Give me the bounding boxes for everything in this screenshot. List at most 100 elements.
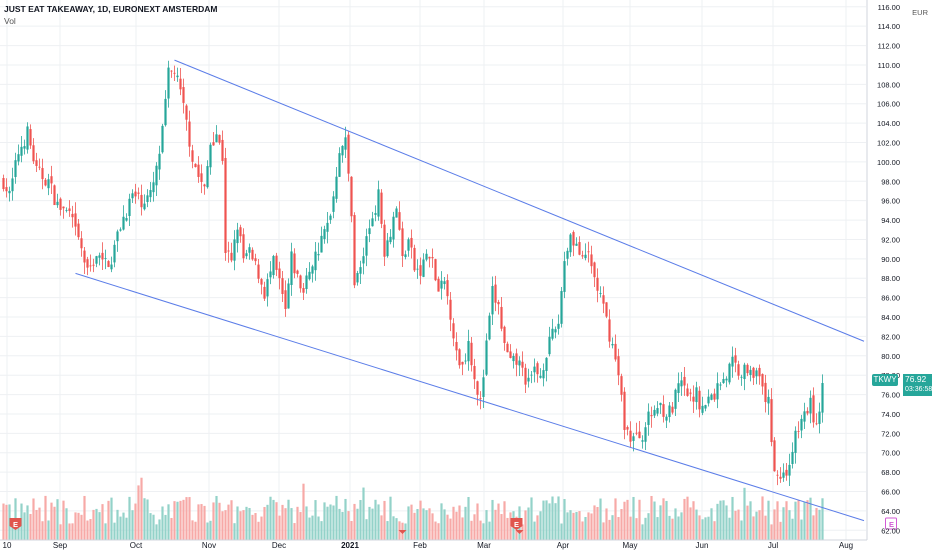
candle-body xyxy=(791,451,794,465)
candle-body xyxy=(677,383,680,394)
volume-bar xyxy=(455,511,458,540)
volume-bar xyxy=(590,513,593,540)
volume-bar xyxy=(173,501,176,540)
candle-body xyxy=(518,360,521,366)
candle-body xyxy=(554,329,557,333)
candle-body xyxy=(311,266,314,274)
candle-body xyxy=(98,255,101,258)
volume-bar xyxy=(689,507,692,540)
candle-body xyxy=(305,275,308,289)
volume-bar xyxy=(104,523,107,540)
volume-bar xyxy=(623,501,626,540)
candle-body xyxy=(203,184,206,187)
candle-body xyxy=(233,239,236,261)
volume-bar xyxy=(458,505,461,540)
volume-bar xyxy=(470,520,473,540)
dividend-marker-icon[interactable] xyxy=(515,530,524,534)
volume-bar xyxy=(260,516,263,540)
volume-bar xyxy=(149,513,152,540)
volume-bar xyxy=(380,515,383,540)
candle-body xyxy=(56,201,59,206)
candle-body xyxy=(368,228,371,235)
volume-bar xyxy=(200,504,203,540)
volume-bar xyxy=(284,508,287,540)
candle-body xyxy=(92,264,95,266)
candle-body xyxy=(65,210,68,211)
earnings-event-marker[interactable]: E xyxy=(9,518,22,530)
candle-body xyxy=(212,142,215,146)
volume-bar xyxy=(797,500,800,540)
candle-body xyxy=(173,72,176,74)
candle-body xyxy=(68,208,71,212)
price-tick-label: 62.00 xyxy=(881,526,900,535)
volume-bar xyxy=(164,514,167,540)
candle-body xyxy=(629,430,632,442)
volume-bar xyxy=(2,503,5,540)
candle-body xyxy=(590,254,593,267)
volume-bar xyxy=(320,521,323,540)
candle-body xyxy=(815,423,818,425)
candle-body xyxy=(803,411,806,422)
lower-channel-trendline[interactable] xyxy=(75,272,865,522)
grid-lines xyxy=(0,0,866,540)
candle-body xyxy=(710,394,713,400)
candle-body xyxy=(278,268,281,279)
candle-body xyxy=(797,430,800,432)
volume-bar xyxy=(353,503,356,540)
volume-bar xyxy=(632,496,635,540)
candle-body xyxy=(776,474,779,476)
candle-body xyxy=(83,250,86,263)
candle-body xyxy=(386,240,389,257)
candle-body xyxy=(443,281,446,285)
candle-body xyxy=(455,341,458,351)
volume-bar xyxy=(290,508,293,540)
candle-body xyxy=(575,243,578,246)
candle-body xyxy=(464,360,467,362)
volume-bar xyxy=(491,499,494,540)
volume-bar xyxy=(314,500,317,540)
volume-bar xyxy=(56,499,59,540)
candle-body xyxy=(611,344,614,346)
candle-body xyxy=(671,406,674,413)
candle-body xyxy=(563,261,566,292)
upper-channel-trendline[interactable] xyxy=(174,59,865,342)
candle-body xyxy=(38,166,41,168)
candle-body xyxy=(764,382,767,403)
earnings-event-marker[interactable]: E xyxy=(510,518,523,530)
volume-bar xyxy=(509,512,512,540)
time-tick-label: Mar xyxy=(477,541,491,550)
volume-bar xyxy=(68,523,71,540)
candle-body xyxy=(320,235,323,253)
earnings-badge-letter: E xyxy=(514,520,519,529)
volume-bar xyxy=(791,518,794,540)
candle-body xyxy=(104,258,107,259)
volume-bar xyxy=(683,498,686,540)
candle-body xyxy=(599,293,602,294)
volume-bar xyxy=(371,508,374,540)
candle-body xyxy=(188,121,191,147)
volume-bar xyxy=(356,508,359,540)
dividend-marker-icon[interactable] xyxy=(398,530,407,534)
volume-bar xyxy=(32,498,35,540)
candle-body xyxy=(50,176,53,184)
candle-body xyxy=(779,476,782,479)
earnings-event-marker[interactable]: E xyxy=(885,517,897,530)
candle-body xyxy=(758,367,761,377)
volume-bar xyxy=(80,514,83,540)
volume-bar xyxy=(767,500,770,540)
volume-bar xyxy=(218,502,221,540)
candle-body xyxy=(530,374,533,376)
candle-body xyxy=(344,137,347,150)
candle-body xyxy=(425,253,428,260)
candle-body xyxy=(149,190,152,198)
volume-bar xyxy=(638,499,641,540)
volume-bar xyxy=(386,521,389,540)
candle-body xyxy=(11,178,14,192)
candle-body xyxy=(362,256,365,264)
price-tick-label: 68.00 xyxy=(881,468,900,477)
candle-body xyxy=(431,257,434,259)
volume-indicator-label[interactable]: Vol xyxy=(4,16,16,26)
candle-body xyxy=(41,168,44,180)
